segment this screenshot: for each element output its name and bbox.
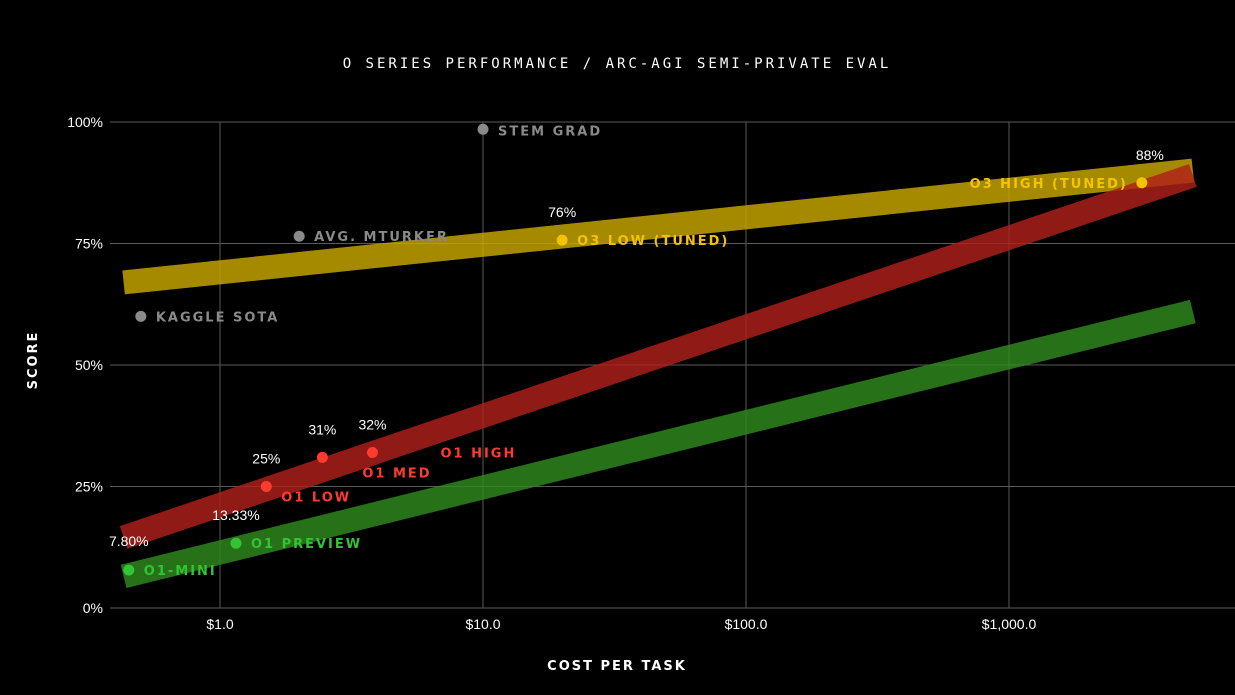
point-o1-high: [366, 446, 378, 458]
value-label-o1-mini: 7.80%: [109, 533, 149, 549]
value-label-o3-low-tuned: 76%: [548, 204, 576, 220]
point-label-o1-low: O1 LOW: [281, 491, 351, 506]
value-label-o1-high: 32%: [358, 416, 386, 432]
point-label-o1-high: O1 HIGH: [440, 446, 516, 461]
point-o1-low: [260, 481, 272, 492]
point-stem-grad: [477, 123, 489, 135]
value-label-o3-high-tuned: 88%: [1136, 147, 1164, 163]
y-tick-label: 50%: [75, 357, 103, 373]
y-axis-label: SCORE: [26, 331, 41, 390]
y-tick-label: 0%: [83, 600, 103, 616]
point-o1-preview: [230, 537, 242, 549]
trend-band-1: [119, 164, 1197, 549]
point-label-avg-mturker: AVG. MTURKER: [314, 230, 449, 245]
point-o3-low-tuned: [556, 234, 568, 246]
point-o1-med: [316, 451, 328, 463]
trend-band-2: [120, 299, 1196, 589]
trend-bands: [119, 158, 1197, 589]
trend-band-0: [122, 158, 1195, 295]
x-tick-label: $1.0: [206, 616, 233, 632]
point-label-o1-preview: O1 PREVIEW: [251, 537, 362, 552]
point-avg-mturker: [293, 230, 305, 242]
axis-ticks: 0% 25% 50% 75% 100% $1.0 $10.0 $100.0 $1,000.0: [67, 114, 1036, 632]
value-label-o1-med: 31%: [308, 421, 336, 437]
y-tick-label: 25%: [75, 479, 103, 495]
x-tick-label: $1,000.0: [982, 616, 1037, 632]
point-label-o1-med: O1 MED: [362, 466, 431, 481]
x-tick-label: $100.0: [725, 616, 768, 632]
value-label-o1-low: 25%: [252, 451, 280, 467]
point-label-o3-low-tuned: O3 LOW (TUNED): [577, 234, 729, 249]
point-o3-high-tuned: [1136, 177, 1148, 189]
value-label-o1-preview: 13.33%: [212, 507, 259, 523]
y-tick-label: 100%: [67, 114, 103, 130]
point-kaggle-sota: [135, 310, 147, 322]
x-axis-label: COST PER TASK: [547, 659, 687, 674]
point-label-stem-grad: STEM GRAD: [498, 124, 602, 139]
point-label-o1-mini: O1-MINI: [144, 564, 217, 579]
x-tick-label: $10.0: [465, 616, 500, 632]
y-tick-label: 75%: [75, 236, 103, 252]
point-label-o3-high-tuned: O3 HIGH (TUNED): [970, 177, 1128, 192]
chart-title: O SERIES PERFORMANCE / ARC-AGI SEMI-PRIV…: [343, 56, 892, 72]
point-o1-mini: [123, 564, 135, 576]
data-points: O1-MINI 7.80% O1 PREVIEW 13.33% O1 LOW 25% O1 …: [109, 123, 1164, 579]
point-label-kaggle-sota: KAGGLE SOTA: [156, 310, 279, 325]
